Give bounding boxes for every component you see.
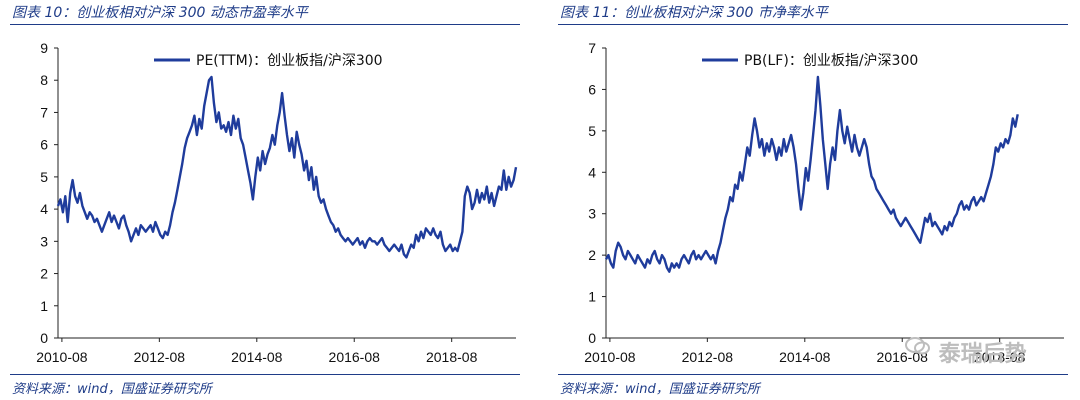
y-tick-label: 7	[588, 40, 596, 56]
figure-title: 图表 10：创业板相对沪深 300 动态市盈率水平	[12, 5, 308, 21]
y-tick-label: 5	[40, 169, 48, 185]
chart-panel-pb: 图表 11：创业板相对沪深 300 市净率水平 0 1 2 3 4 5 6 7 2010-08 2…	[548, 0, 1078, 400]
x-tick-label: 2012-08	[134, 349, 186, 365]
series-line	[56, 75, 518, 259]
y-tick-label: 7	[40, 104, 48, 120]
y-tick-label: 0	[588, 330, 596, 346]
y-tick-label: 4	[588, 164, 596, 180]
y-tick-label: 1	[40, 298, 48, 314]
top-rule	[10, 24, 520, 25]
legend-label: PB(LF)：创业板指/沪深300	[744, 53, 918, 69]
bottom-rule	[558, 374, 1068, 375]
y-tick-label: 4	[40, 201, 48, 217]
watermark: 泰瑞后势	[905, 336, 1055, 368]
y-tick-label: 5	[588, 123, 596, 139]
figure-title: 图表 11：创业板相对沪深 300 市净率水平	[560, 5, 828, 21]
series-line	[604, 75, 1019, 273]
x-tick-label: 2010-08	[36, 349, 88, 365]
x-tick-label: 2014-08	[779, 349, 831, 365]
y-tick-label: 3	[40, 233, 48, 249]
x-tick-label: 2018-08	[974, 349, 1026, 365]
chart-panel-pe: 图表 10：创业板相对沪深 300 动态市盈率水平 0 1 2 3 4 5 6 7 8 9 2010…	[0, 0, 530, 400]
y-tick-label: 9	[40, 40, 48, 56]
x-tick-label: 2010-08	[584, 349, 636, 365]
x-tick-label: 2016-08	[877, 349, 929, 365]
legend-label: PE(TTM)：创业板指/沪深300	[196, 53, 383, 69]
pe-chart-svg: 0 1 2 3 4 5 6 7 8 9 2010-08 2012-08 2014-08 2016-08 20…	[36, 40, 518, 365]
top-rule	[558, 24, 1068, 25]
x-tick-label: 2012-08	[682, 349, 734, 365]
y-tick-label: 6	[40, 137, 48, 153]
x-tick-label: 2014-08	[231, 349, 283, 365]
x-tick-label: 2018-08	[426, 349, 478, 365]
source-note: 资料来源：wind，国盛证券研究所	[560, 382, 760, 397]
y-tick-label: 2	[40, 266, 48, 282]
x-tick-label: 2016-08	[329, 349, 381, 365]
y-tick-label: 0	[40, 330, 48, 346]
y-tick-label: 1	[588, 289, 596, 305]
source-note: 资料来源：wind，国盛证券研究所	[12, 382, 212, 397]
y-tick-label: 2	[588, 247, 596, 263]
y-tick-label: 8	[40, 72, 48, 88]
y-tick-label: 3	[588, 206, 596, 222]
y-tick-label: 6	[588, 81, 596, 97]
bottom-rule	[10, 374, 520, 375]
watermark-text: 泰瑞后势	[938, 342, 1027, 367]
pb-chart-svg: 0 1 2 3 4 5 6 7 2010-08 2012-08 2014-08 2016-08 2018…	[584, 40, 1064, 365]
wechat-icon	[905, 337, 931, 365]
